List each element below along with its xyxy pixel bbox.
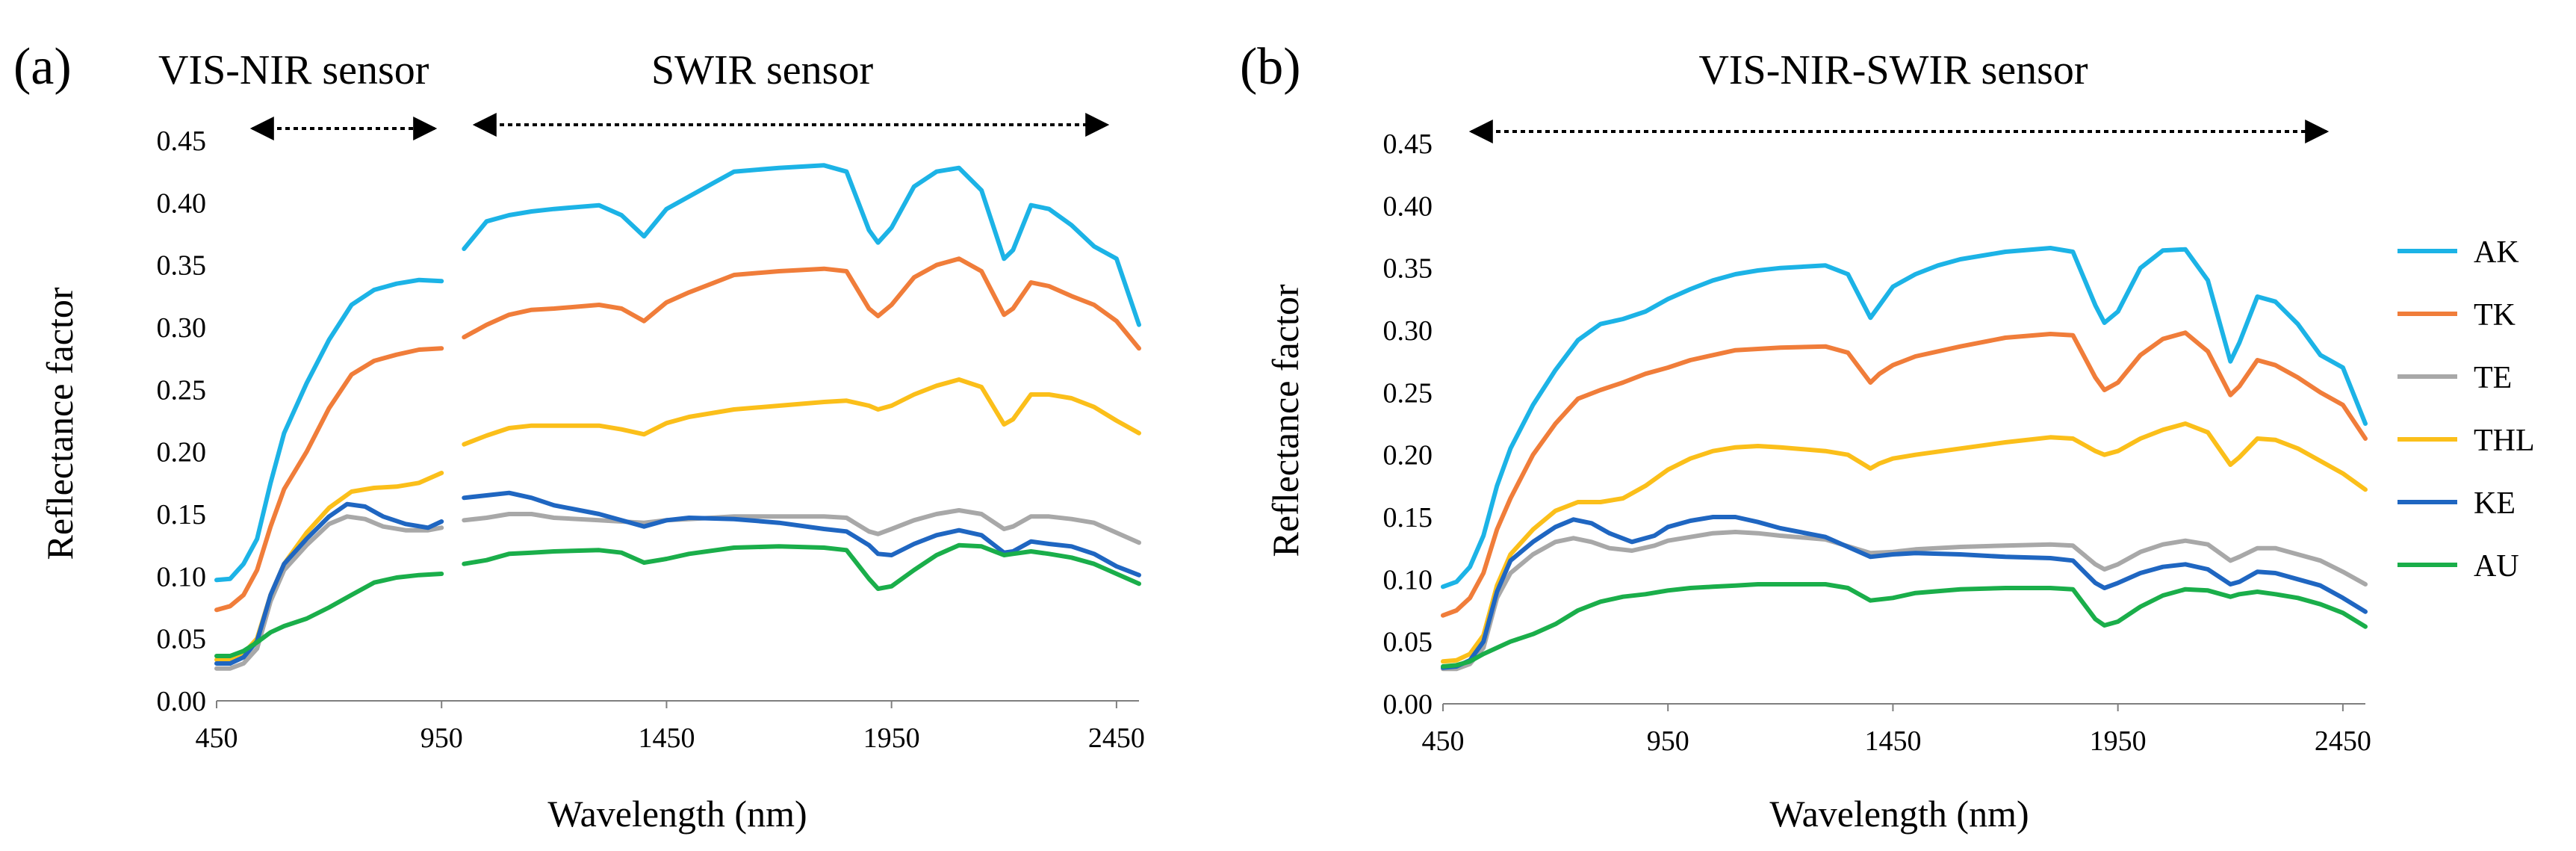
x-axis-title-b: Wavelength (nm): [1769, 793, 2029, 835]
legend-label-te: TE: [2474, 361, 2512, 395]
y-tick-label: 0.30: [157, 312, 207, 344]
series-line-te: [1441, 530, 2368, 672]
series-line-ke: [214, 501, 444, 666]
y-tick-label: 0.00: [157, 686, 207, 717]
y-tick-label: 0.25: [1383, 377, 1433, 409]
series-line-au: [214, 572, 444, 658]
x-tick-label: 450: [196, 722, 238, 754]
y-tick-label: 0.45: [157, 126, 207, 157]
series-lines-a: [214, 163, 1141, 671]
panel-a-label: (a): [13, 38, 72, 96]
vis-nir-sensor-label: VIS-NIR sensor: [158, 47, 429, 93]
series-line-te: [214, 514, 444, 671]
series-line-tk: [214, 346, 444, 613]
y-tick-label: 0.40: [1383, 191, 1433, 222]
y-tick-label: 0.20: [1383, 440, 1433, 471]
swir-sensor-label: SWIR sensor: [651, 47, 873, 93]
x-tick-label: 1950: [2090, 725, 2147, 757]
series-line-au: [462, 542, 1141, 591]
x-tick-label: 1450: [1864, 725, 1921, 757]
y-tick-label: 0.20: [157, 437, 207, 468]
y-axis-title-a: Reflectance factor: [39, 287, 81, 560]
y-tick-label: 0.05: [1383, 627, 1433, 658]
legend-label-ke: KE: [2474, 486, 2516, 521]
x-axis-title-a: Wavelength (nm): [547, 793, 807, 835]
series-line-ak: [214, 277, 444, 583]
series-line-ke: [462, 490, 1141, 578]
y-tick-label: 0.05: [157, 624, 207, 655]
series-line-tk: [1441, 330, 2368, 618]
series-line-au: [1441, 582, 2368, 669]
x-tick-label: 2450: [1088, 722, 1145, 754]
legend-label-au: AU: [2474, 549, 2519, 584]
y-tick-label: 0.35: [1383, 253, 1433, 285]
y-tick-label: 0.35: [157, 250, 207, 282]
y-tick-label: 0.15: [1383, 502, 1433, 533]
vis-nir-swir-sensor-label: VIS-NIR-SWIR sensor: [1698, 47, 2088, 93]
y-tick-label: 0.40: [157, 188, 207, 219]
x-axis-ticks-a: 450 950 1450 1950 2450: [196, 701, 1145, 754]
y-tick-label: 0.30: [1383, 315, 1433, 347]
x-tick-label: 2450: [2315, 725, 2371, 757]
y-tick-label: 0.15: [157, 499, 207, 530]
x-tick-label: 950: [420, 722, 463, 754]
x-axis-ticks-b: 450 950 1450 1950 2450: [1422, 704, 2371, 757]
series-line-ak: [462, 163, 1141, 327]
panel-b-label: (b): [1240, 38, 1301, 96]
y-tick-label: 0.10: [1383, 564, 1433, 595]
x-tick-label: 950: [1647, 725, 1689, 757]
series-lines-b: [1441, 246, 2368, 672]
x-tick-label: 450: [1422, 725, 1465, 757]
legend-label-ak: AK: [2474, 235, 2519, 270]
y-tick-label: 0.10: [157, 561, 207, 592]
panel-b: (b) VIS-NIR-SWIR sensor 0.00 0.05 0.10 0.15…: [1240, 38, 2371, 835]
y-tick-label: 0.25: [157, 374, 207, 406]
legend-label-tk: TK: [2474, 298, 2516, 332]
series-line-tk: [462, 256, 1141, 351]
series-line-ak: [1441, 246, 2368, 589]
y-tick-label: 0.45: [1383, 129, 1433, 160]
y-axis-ticks-a: 0.00 0.05 0.10 0.15 0.20 0.25 0.30 0.35 0.40 0.45: [157, 126, 207, 717]
y-axis-title-b: Reflectance factor: [1264, 284, 1306, 557]
x-tick-label: 1450: [638, 722, 695, 754]
legend-label-thl: THL: [2474, 424, 2535, 458]
series-line-te: [462, 508, 1141, 545]
y-tick-label: 0.00: [1383, 689, 1433, 720]
legend: AK TK TE THL KE AU: [2397, 235, 2535, 584]
series-line-ke: [1441, 515, 2368, 670]
series-line-thl: [1441, 421, 2368, 664]
series-line-thl: [214, 471, 444, 662]
x-tick-label: 1950: [863, 722, 920, 754]
y-axis-ticks-b: 0.00 0.05 0.10 0.15 0.20 0.25 0.30 0.35 0.40 0.45: [1383, 129, 1433, 720]
series-line-thl: [462, 377, 1141, 447]
panel-a: (a) VIS-NIR sensor SWIR sensor 0.000.050…: [13, 38, 1145, 835]
